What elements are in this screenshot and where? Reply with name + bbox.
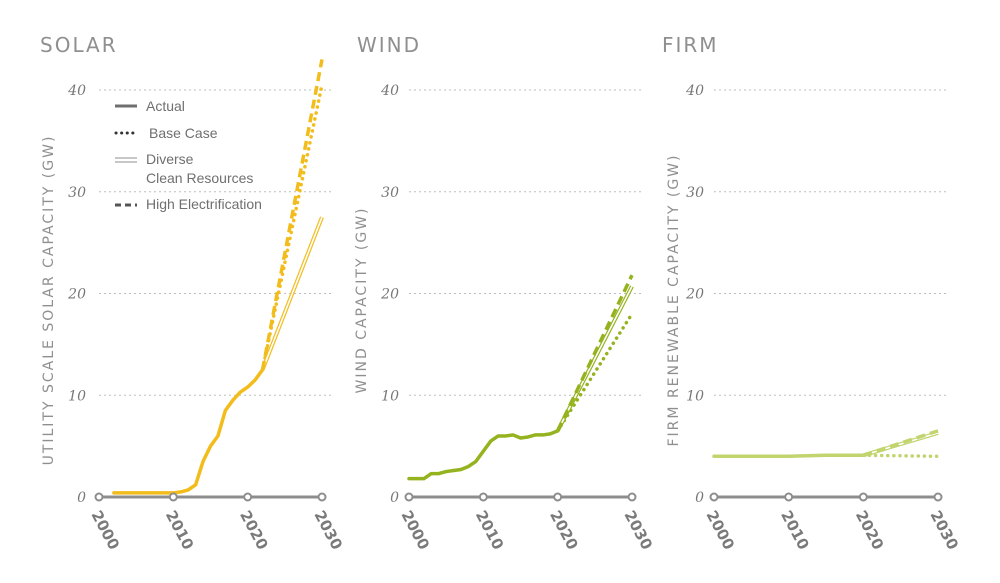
wind-x-tick-marker (627, 492, 637, 502)
firm-x-tick-label: 2000 (702, 507, 737, 552)
legend-label-high-electrification: High Electrification (146, 196, 262, 212)
firm-panel-title: FIRM (662, 33, 719, 57)
wind-panel-title: WIND (357, 33, 421, 57)
solar-panel: SOLAR UTILITY SCALE SOLAR CAPACITY (GW) … (40, 33, 346, 553)
wind-series-base-case (555, 312, 634, 433)
solar-x-tick-label: 2030 (310, 507, 345, 552)
wind-y-tick-label: 10 (381, 388, 399, 404)
solar-y-tick-label: 20 (67, 287, 86, 303)
firm-y-tick-label: 10 (686, 388, 704, 404)
wind-series-high-electrification (556, 274, 634, 432)
solar-y-tick-label: 40 (67, 83, 86, 99)
firm-panel: FIRM FIRM RENEWABLE CAPACITY (GW) 010203… (662, 33, 962, 553)
wind-y-tick-label: 20 (380, 287, 399, 303)
firm-series-diverse-clean-resources (862, 430, 939, 458)
solar-x-tick-marker (243, 492, 253, 502)
solar-x-tick-label: 2020 (236, 507, 271, 552)
wind-y-axis-label: WIND CAPACITY (GW) (354, 207, 370, 394)
solar-x-tick-marker (168, 492, 178, 502)
legend-label-base-case: Base Case (149, 125, 218, 141)
firm-y-axis-label: FIRM RENEWABLE CAPACITY (GW) (666, 154, 682, 447)
solar-panel-title: SOLAR (40, 33, 118, 57)
wind-x-tick-label: 2000 (397, 507, 432, 552)
solar-y-axis-label: UTILITY SCALE SOLAR CAPACITY (GW) (41, 135, 57, 466)
wind-x-tick-label: 2030 (620, 507, 655, 552)
solar-y-tick-label: 10 (68, 388, 86, 404)
firm-x-tick-label: 2030 (926, 507, 961, 552)
wind-x-tick-label: 2020 (546, 507, 581, 552)
firm-y-tick-label: 30 (686, 185, 704, 201)
wind-x-tick-marker (404, 492, 414, 502)
wind-series-diverse-clean-resources (555, 285, 634, 432)
solar-x-tick-label: 2000 (87, 507, 122, 552)
firm-x-tick-marker (858, 492, 868, 502)
firm-x-tick-label: 2010 (777, 507, 812, 552)
solar-x-tick-marker (317, 492, 327, 502)
chart-legend: Actual Base Case Diverse Clean Resources… (114, 98, 262, 212)
solar-series-high-electrification (260, 59, 324, 371)
solar-y-tick-label: 0 (77, 490, 86, 506)
firm-x-tick-label: 2020 (852, 507, 887, 552)
solar-series-diverse-clean-resources (260, 216, 324, 371)
wind-y-tick-label: 40 (380, 83, 399, 99)
wind-x-tick-label: 2010 (472, 507, 507, 552)
wind-x-tick-marker (553, 492, 563, 502)
firm-y-tick-label: 20 (685, 287, 704, 303)
wind-y-tick-label: 0 (390, 490, 399, 506)
wind-x-tick-marker (478, 492, 488, 502)
legend-label-diverse: Diverse (146, 151, 194, 167)
solar-x-tick-label: 2010 (162, 507, 197, 552)
firm-y-tick-label: 40 (685, 83, 704, 99)
legend-label-clean-resources: Clean Resources (146, 170, 253, 186)
solar-x-tick-marker (94, 492, 104, 502)
firm-y-tick-label: 0 (695, 490, 704, 506)
solar-series-actual (112, 368, 265, 495)
legend-label-actual: Actual (146, 98, 185, 114)
firm-series-base-case (861, 453, 940, 459)
solar-y-tick-label: 30 (68, 185, 86, 201)
wind-series-actual (407, 429, 560, 481)
wind-y-tick-label: 30 (381, 185, 399, 201)
firm-x-tick-marker (709, 492, 719, 502)
firm-series-actual (712, 453, 866, 459)
firm-x-tick-marker (933, 492, 943, 502)
firm-x-tick-marker (784, 492, 794, 502)
